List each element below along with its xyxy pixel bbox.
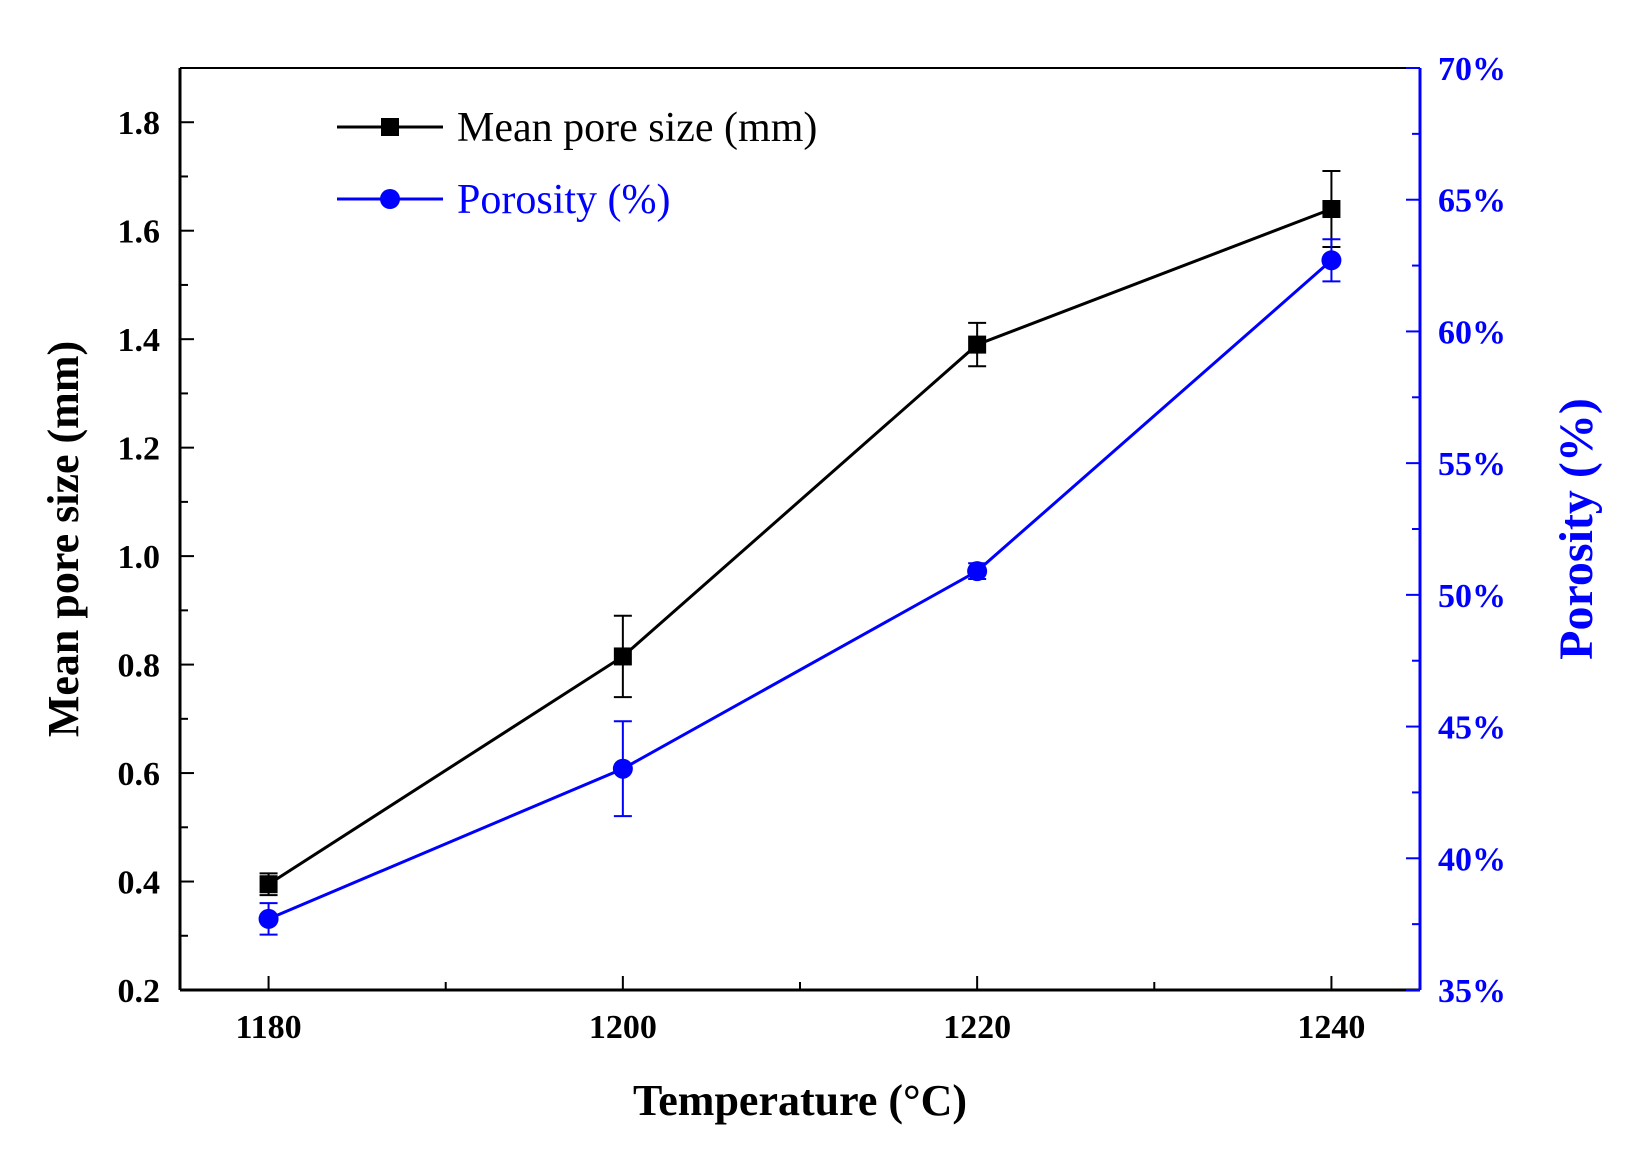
x-axis-title: Temperature (°C) — [633, 1076, 967, 1125]
legend-label: Mean pore size (mm) — [457, 105, 817, 151]
legend-label: Porosity (%) — [457, 177, 671, 223]
legend: Mean pore size (mm) Porosity (%) — [337, 105, 817, 223]
y-left-tick-label: 0.8 — [118, 648, 161, 685]
data-point — [612, 758, 633, 779]
y-left-tick-label: 0.4 — [118, 865, 161, 902]
series-line — [267, 259, 1333, 921]
data-point — [1321, 250, 1342, 271]
y-left-tick-label: 0.2 — [118, 973, 161, 1010]
y-right-axis-title: Porosity (%) — [1550, 398, 1603, 660]
y-right-tick-label: 55% — [1438, 446, 1506, 483]
y-left-tick-label: 1.2 — [118, 431, 161, 468]
y-right-tick-label: 40% — [1438, 841, 1506, 878]
legend-marker — [380, 189, 400, 209]
y-right-tick-label: 65% — [1438, 183, 1506, 220]
data-point — [967, 561, 988, 582]
y-left-tick-label: 1.4 — [118, 322, 161, 359]
y-left-tick-label: 1.8 — [118, 105, 161, 142]
y-right-tick-label: 60% — [1438, 314, 1506, 351]
y-left-tick-label: 0.6 — [118, 756, 161, 793]
data-point — [259, 875, 278, 894]
legend-marker — [381, 118, 399, 136]
y-left-tick-label: 1.6 — [118, 214, 161, 251]
data-point — [968, 335, 987, 354]
x-tick-label: 1200 — [589, 1009, 657, 1046]
series-line — [267, 207, 1332, 886]
y-left-axis-title: Mean pore size (mm) — [39, 341, 88, 737]
y-right-tick-label: 50% — [1438, 578, 1506, 615]
axes-layer: 1180 1200 1220 1240 0.2 0.4 0.6 0.8 1.0 1.2 1.4 1.6… — [118, 51, 1507, 1046]
y-right-tick-label: 35% — [1438, 973, 1506, 1010]
data-point — [613, 647, 632, 666]
data-point — [1322, 200, 1341, 219]
y-right-tick-label: 70% — [1438, 51, 1506, 88]
x-tick-label: 1220 — [943, 1009, 1011, 1046]
data-point — [258, 908, 279, 929]
x-tick-label: 1240 — [1297, 1009, 1365, 1046]
y-right-tick-label: 45% — [1438, 710, 1506, 747]
series-layer — [258, 170, 1342, 936]
x-tick-label: 1180 — [236, 1009, 302, 1046]
y-left-tick-label: 1.0 — [118, 539, 161, 576]
